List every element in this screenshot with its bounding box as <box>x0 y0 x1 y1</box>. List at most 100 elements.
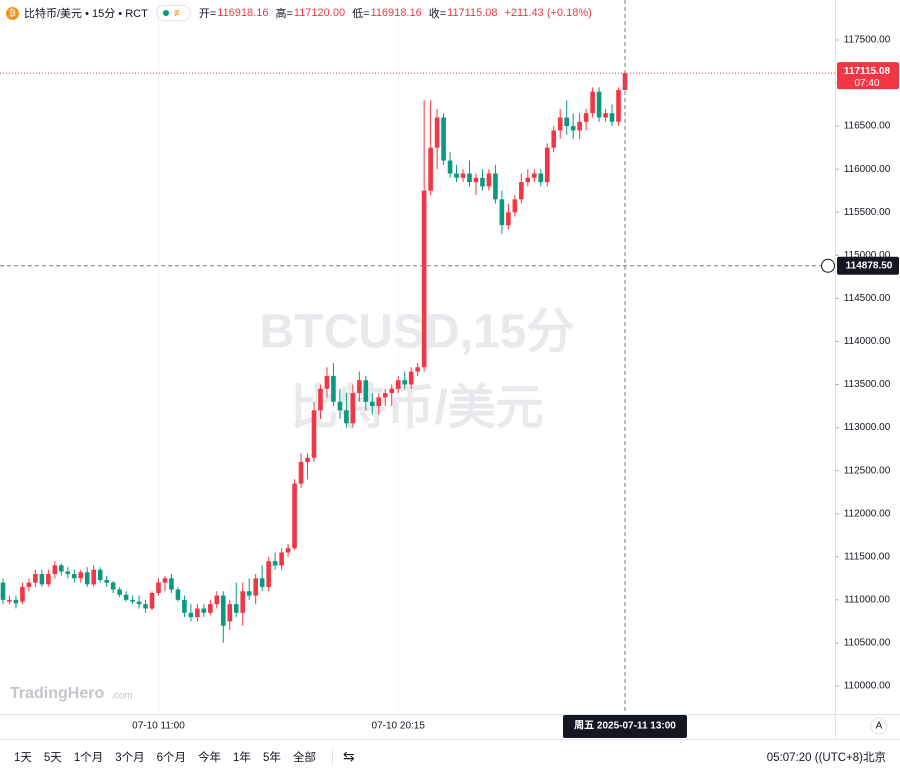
candle-body <box>104 580 109 583</box>
candle-body <box>395 380 401 389</box>
candle-body <box>285 548 291 553</box>
candle-body <box>130 599 135 602</box>
candle-body <box>512 199 518 213</box>
goto-date-icon[interactable]: ⇆ <box>331 748 355 765</box>
crosshair-y-box <box>837 256 899 275</box>
watermark: BTCUSD,15分 <box>260 306 575 359</box>
candle-body <box>389 388 395 394</box>
candle-body <box>259 578 265 587</box>
candle-body <box>305 457 310 463</box>
candle-body <box>441 117 446 161</box>
y-tick-label: 110500.00 <box>844 638 891 649</box>
candle-body <box>233 604 239 613</box>
x-tick-label: 07-10 20:15 <box>372 721 426 732</box>
range-button[interactable]: 6个月 <box>156 751 187 764</box>
range-button[interactable]: 全部 <box>292 751 316 764</box>
range-button[interactable]: 今年 <box>198 751 222 764</box>
range-button[interactable]: 3个月 <box>115 751 145 764</box>
candle-body <box>272 561 278 566</box>
range-button[interactable]: 1个月 <box>73 751 104 764</box>
watermark: 比特币/美元 <box>290 382 543 435</box>
candle-body <box>609 113 615 122</box>
candle-body <box>311 410 317 458</box>
open-value: 116918.16 <box>217 7 269 19</box>
candle-body <box>331 375 336 402</box>
candle-body <box>182 599 187 613</box>
status-dot <box>162 10 169 16</box>
y-tick-label: 110000.00 <box>844 681 891 692</box>
countdown: 07:40 <box>854 78 879 89</box>
range-button[interactable]: 5年 <box>262 751 281 764</box>
candle-body <box>486 173 492 187</box>
candle-body <box>52 565 58 575</box>
candle-body <box>577 121 582 131</box>
candle-body <box>26 582 32 587</box>
candle-body <box>253 578 258 596</box>
candle-body <box>337 401 343 411</box>
high-label: 高= <box>275 8 293 20</box>
status-pill[interactable]: ≢ <box>155 5 191 21</box>
range-button[interactable]: 5天 <box>43 751 62 764</box>
candle-body <box>382 393 388 398</box>
candle-body <box>162 578 168 583</box>
candle-body <box>583 113 589 122</box>
candle-body <box>622 73 628 91</box>
candle-body <box>246 591 252 596</box>
candle-body <box>240 591 246 613</box>
open-label: 开= <box>198 8 217 20</box>
last-price-box <box>837 62 899 90</box>
crosshair-plus <box>821 258 835 273</box>
candle-body <box>596 91 602 118</box>
candle-body <box>91 569 97 585</box>
candle-body <box>525 177 531 183</box>
y-tick-label: 111000.00 <box>844 595 890 606</box>
candle-body <box>344 410 349 424</box>
coin-logo: ₿ <box>6 6 19 20</box>
y-tick-label: 114000.00 <box>844 336 891 347</box>
candle-body <box>136 601 142 605</box>
clock: 05:07:20 ((UTC+8)北京 <box>766 751 886 764</box>
candle-body <box>220 595 226 626</box>
candle-body <box>292 483 297 549</box>
x-tick-label: 07-10 11:00 <box>132 721 185 732</box>
y-tick-label: 113000.00 <box>844 422 891 433</box>
y-tick-label: 115000.00 <box>844 250 891 261</box>
candle-body <box>324 375 330 389</box>
candle-body <box>110 582 116 590</box>
candle-body <box>603 113 608 118</box>
logo-name: TradingHero <box>10 685 104 702</box>
logo-suffix: .com <box>111 691 133 702</box>
symbol: 比特币/美元 • 15分 • RCT <box>24 8 148 20</box>
status-icon: ≢ <box>173 7 184 19</box>
candle-body <box>149 592 155 609</box>
scale-button-bg[interactable] <box>870 717 888 735</box>
scale-button[interactable]: A <box>876 721 883 732</box>
close-label: 收= <box>428 8 447 20</box>
candle-body <box>156 582 161 593</box>
candle-body <box>175 589 181 600</box>
candle-body <box>531 173 537 178</box>
candle-body <box>460 173 466 178</box>
candle-body <box>123 594 129 600</box>
candle-body <box>46 574 51 585</box>
candle-body <box>84 572 90 585</box>
candle-body <box>97 569 103 581</box>
candle-body <box>564 117 569 127</box>
candle-body <box>20 586 25 602</box>
candle-body <box>454 173 459 178</box>
candle-body <box>551 130 557 148</box>
candle-body <box>201 608 207 613</box>
range-button[interactable]: 1天 <box>14 751 32 764</box>
candle-body <box>538 173 544 183</box>
candle-body <box>266 561 271 587</box>
crosshair-y-label: 114878.50 <box>846 260 893 271</box>
candle-body <box>570 126 576 131</box>
candle-body <box>298 462 304 484</box>
range-button[interactable]: 1年 <box>233 751 251 764</box>
candle-body <box>7 599 12 602</box>
candle-body <box>169 578 174 590</box>
candle-body <box>227 604 233 622</box>
candle-body <box>33 574 38 583</box>
